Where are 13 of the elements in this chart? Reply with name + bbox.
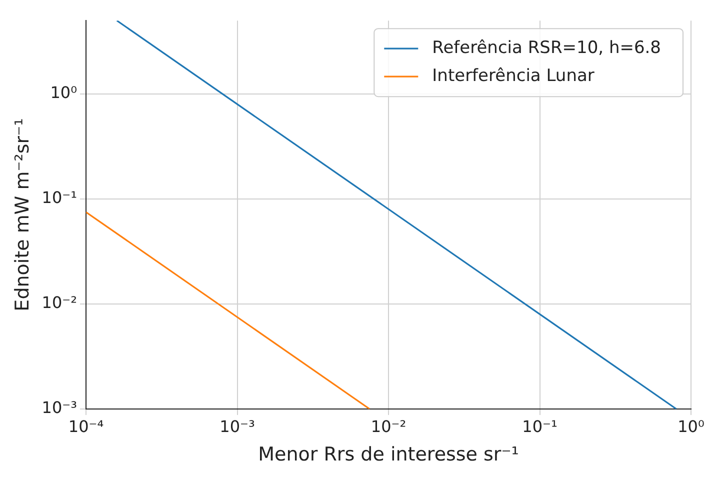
x-tick-label: 10⁻³ xyxy=(220,416,255,436)
legend-label: Referência RSR=10, h=6.8 xyxy=(432,38,662,58)
legend-label: Interferência Lunar xyxy=(432,66,594,86)
y-tick-label: 10⁻³ xyxy=(42,398,78,418)
x-tick-label: 10⁻² xyxy=(370,416,406,436)
y-tick-label: 10⁻² xyxy=(42,293,78,312)
x-axis-title: Menor Rrs de interesse sr⁻¹ xyxy=(258,444,519,466)
x-tick-label: 10⁻¹ xyxy=(522,416,558,436)
y-tick-label: 10⁰ xyxy=(50,83,78,102)
y-tick-label: 10⁻¹ xyxy=(42,188,78,208)
y-axis-title: Ednoite mW m⁻²sr⁻¹ xyxy=(11,118,34,312)
x-tick-label: 10⁻⁴ xyxy=(68,416,104,436)
x-tick-label: 10⁰ xyxy=(678,416,704,436)
